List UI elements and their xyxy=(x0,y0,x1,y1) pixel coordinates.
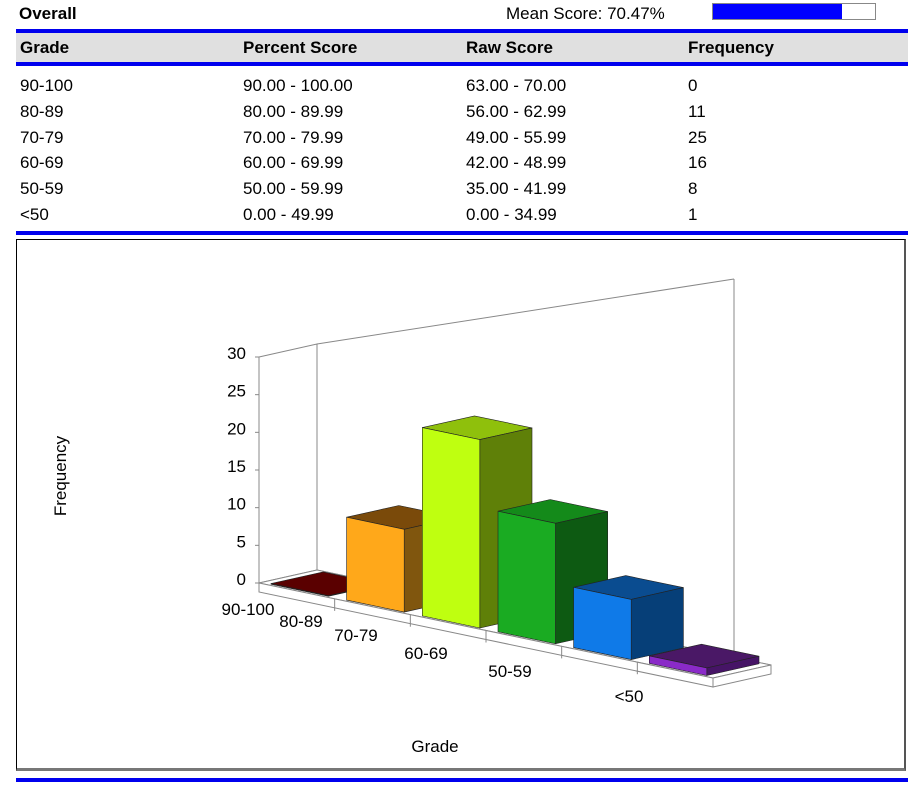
y-axis-tick-label: 10 xyxy=(227,495,246,514)
table-divider-bottom xyxy=(16,231,908,235)
column-header-raw-score: Raw Score xyxy=(466,38,553,57)
cell-frequency: 0 xyxy=(688,76,698,95)
bar-front-face xyxy=(648,655,708,676)
cell-raw: 63.00 - 70.00 xyxy=(466,76,567,95)
cell-percent: 80.00 - 89.99 xyxy=(243,102,344,121)
cell-raw: 0.00 - 34.99 xyxy=(466,205,557,224)
chart-back-wall-top-edge xyxy=(316,278,735,345)
chart-left-wall xyxy=(258,343,318,584)
cell-raw: 49.00 - 55.99 xyxy=(466,128,567,147)
bar-front-face xyxy=(497,510,556,645)
page-divider-bottom xyxy=(16,778,908,782)
cell-percent: 50.00 - 59.99 xyxy=(243,179,344,198)
y-axis-tick-label: 30 xyxy=(227,344,246,363)
cell-raw: 56.00 - 62.99 xyxy=(466,102,567,121)
cell-percent: 70.00 - 79.99 xyxy=(243,128,344,147)
bar-front-face xyxy=(421,427,481,629)
cell-frequency: 11 xyxy=(688,102,706,121)
section-title: Overall xyxy=(19,4,77,23)
cell-raw: 42.00 - 48.99 xyxy=(466,153,567,172)
cell-frequency: 1 xyxy=(688,205,698,224)
column-header-percent-score: Percent Score xyxy=(243,38,358,57)
mean-score-bar-fill xyxy=(713,4,842,19)
x-axis-category-label: 90-100 xyxy=(222,600,275,619)
y-axis-tick-label: 0 xyxy=(237,570,246,589)
bar-front-face xyxy=(346,516,405,613)
cell-percent: 90.00 - 100.00 xyxy=(243,76,353,95)
cell-percent: 0.00 - 49.99 xyxy=(243,205,334,224)
table-header: Grade Percent Score Raw Score Frequency xyxy=(16,33,908,62)
y-axis-tick-label: 25 xyxy=(227,382,246,401)
cell-grade: 80-89 xyxy=(20,102,64,121)
cell-grade: <50 xyxy=(20,205,49,224)
x-axis-category-label: 80-89 xyxy=(279,612,322,631)
x-axis-category-label: 50-59 xyxy=(488,662,531,681)
table-row: 50-59 50.00 - 59.99 35.00 - 41.99 8 xyxy=(0,179,917,205)
chart-floor-right-edge xyxy=(712,664,772,688)
header-divider-bottom xyxy=(16,62,908,66)
y-axis-tick-label: 20 xyxy=(227,419,246,438)
mean-score-label: Mean Score: 70.47% xyxy=(506,4,665,23)
y-axis-tick-label: 5 xyxy=(237,532,246,551)
table-row: <50 0.00 - 49.99 0.00 - 34.99 1 xyxy=(0,205,917,231)
table-row: 60-69 60.00 - 69.99 42.00 - 48.99 16 xyxy=(0,153,917,179)
bar-side-face xyxy=(630,587,684,660)
chart-container: 0 5 10 15 20 25 30 90-100 80-89 70-79 60-69 50-59 <5… xyxy=(16,239,906,771)
table-row: 80-89 80.00 - 89.99 56.00 - 62.99 11 xyxy=(0,102,917,128)
table-row: 90-100 90.00 - 100.00 63.00 - 70.00 0 xyxy=(0,76,917,102)
cell-percent: 60.00 - 69.99 xyxy=(243,153,344,172)
header-divider-top xyxy=(16,29,908,33)
x-axis-category-label: 60-69 xyxy=(404,644,447,663)
column-header-grade: Grade xyxy=(20,38,70,57)
cell-frequency: 8 xyxy=(688,179,698,198)
cell-grade: 60-69 xyxy=(20,153,64,172)
x-axis-title: Grade xyxy=(411,737,458,756)
x-axis-category-label: <50 xyxy=(615,687,644,706)
cell-raw: 35.00 - 41.99 xyxy=(466,179,567,198)
cell-grade: 90-100 xyxy=(20,76,73,95)
bar-front-face xyxy=(270,583,329,597)
cell-frequency: 25 xyxy=(688,128,707,147)
bar-front-face xyxy=(573,586,632,660)
y-axis-title: Frequency xyxy=(51,435,70,516)
mean-score-bar xyxy=(712,3,876,20)
cell-grade: 70-79 xyxy=(20,128,64,147)
column-header-frequency: Frequency xyxy=(688,38,774,57)
cell-grade: 50-59 xyxy=(20,179,64,198)
y-axis-tick-label: 15 xyxy=(227,457,246,476)
table-row: 70-79 70.00 - 79.99 49.00 - 55.99 25 xyxy=(0,128,917,154)
cell-frequency: 16 xyxy=(688,153,707,172)
x-axis-category-label: 70-79 xyxy=(334,626,377,645)
